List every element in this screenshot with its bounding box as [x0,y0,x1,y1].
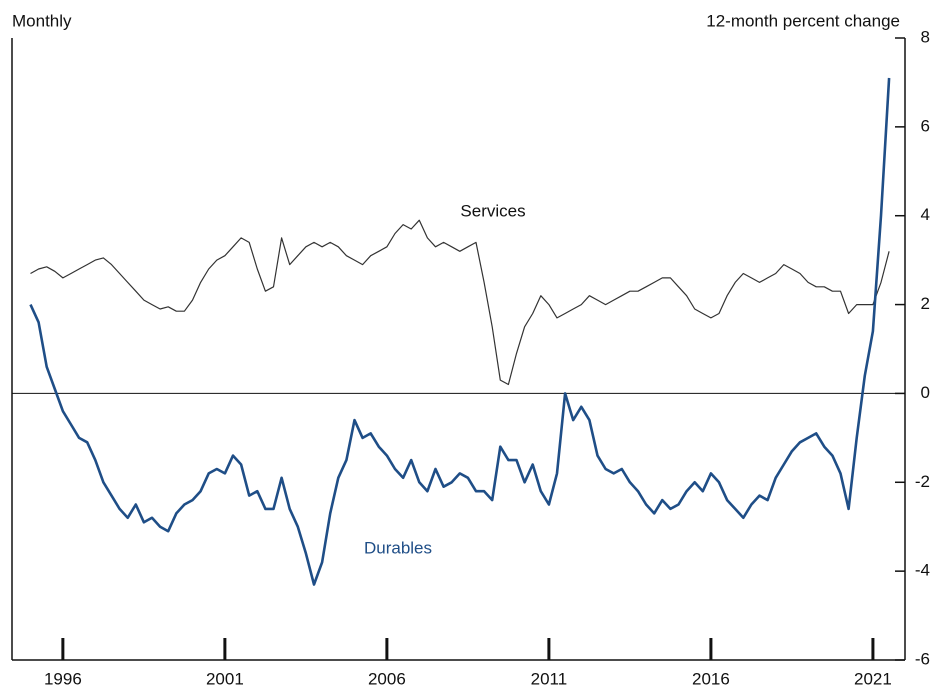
series-line [30,219,890,386]
series-label: Services [460,201,525,220]
y-tick-label: 2 [921,294,930,313]
y-tick-label: 4 [921,205,930,224]
y-tick-label: 6 [921,116,930,135]
right-axis-label: 12-month percent change [706,11,900,30]
x-tick-label: 2006 [368,669,406,688]
x-tick-label: 2011 [531,669,568,688]
y-tick-label: 0 [921,383,930,402]
y-tick-label: -2 [915,472,930,491]
y-tick-label: -4 [915,561,930,580]
series-line [29,77,891,586]
y-tick-label: 8 [921,27,930,46]
x-tick-label: 1996 [44,669,82,688]
left-axis-label: Monthly [12,11,72,30]
y-tick-label: -6 [915,649,930,668]
x-tick-label: 2016 [692,669,730,688]
x-tick-label: 2021 [854,669,892,688]
series-label: Durables [364,538,432,557]
x-tick-label: 2001 [206,669,244,688]
